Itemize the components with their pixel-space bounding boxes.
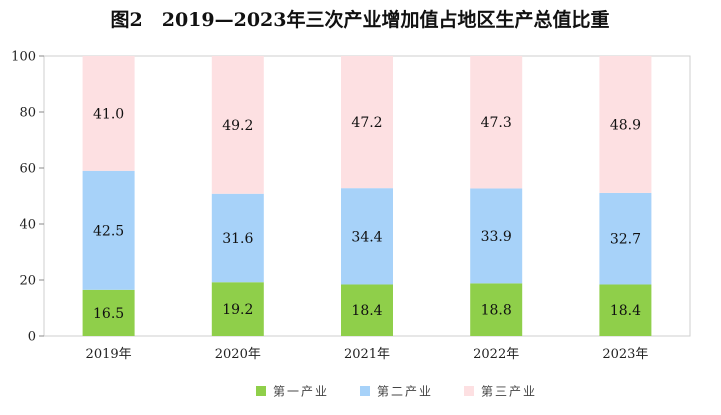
y-tick-label: 60 [19,162,36,177]
data-label: 31.6 [222,231,253,247]
y-tick-label: 20 [19,274,36,289]
x-tick-label: 2023年 [602,347,648,362]
data-label: 49.2 [222,118,253,134]
chart-title: 图2 2019—2023年三次产业增加值占地区生产总值比重 [111,8,610,31]
legend-swatch [256,386,266,396]
bar-segment [470,56,523,189]
data-label: 47.2 [351,115,382,131]
bar-segment [341,56,393,189]
bar-segment [211,193,264,283]
bar-segment [82,56,135,171]
bar-segment [341,284,393,336]
x-axis: 2019年 2020年 2021年 2022年 2023年 [86,347,649,362]
data-label: 47.3 [481,115,512,131]
data-label: 33.9 [481,229,512,245]
legend-swatch [464,386,474,396]
y-tick-label: 80 [19,106,36,121]
data-label: 32.7 [610,232,641,248]
legend-label: 第三产业 [481,385,537,399]
data-label: 48.9 [610,117,641,133]
data-label: 18.4 [351,303,382,319]
bar-segment [82,170,135,290]
legend: 第一产业 第二产业 第三产业 [256,385,537,399]
data-label: 34.4 [351,229,382,245]
x-tick-label: 2021年 [344,347,390,362]
bars: 16.5 42.5 41.0 19.2 31.6 49.2 18.4 34.4 47.2 18.8… [82,56,652,336]
legend-label: 第二产业 [377,385,433,399]
bar-segment [341,188,393,285]
bar-segment [211,282,264,336]
data-label: 18.4 [610,303,641,319]
data-label: 41.0 [93,106,124,122]
data-label: 16.5 [93,306,124,322]
bar-segment [470,188,523,284]
x-tick-label: 2022年 [473,347,519,362]
bar-segment [599,192,652,285]
legend-swatch [360,386,370,396]
data-label: 42.5 [93,223,124,239]
y-tick-label: 0 [28,330,36,345]
y-axis: 0 20 40 60 80 100 [11,50,44,345]
y-tick-label: 40 [19,218,36,233]
bar-segment [599,56,652,193]
y-tick-label: 100 [11,50,36,65]
bar-segment [82,289,135,336]
bar-segment [470,283,523,336]
data-label: 19.2 [222,302,253,318]
x-tick-label: 2020年 [215,347,261,362]
x-tick-label: 2019年 [86,347,132,362]
bar-segment [211,56,264,194]
bar-segment [599,284,652,336]
legend-label: 第一产业 [273,385,329,399]
data-label: 18.8 [481,303,512,319]
